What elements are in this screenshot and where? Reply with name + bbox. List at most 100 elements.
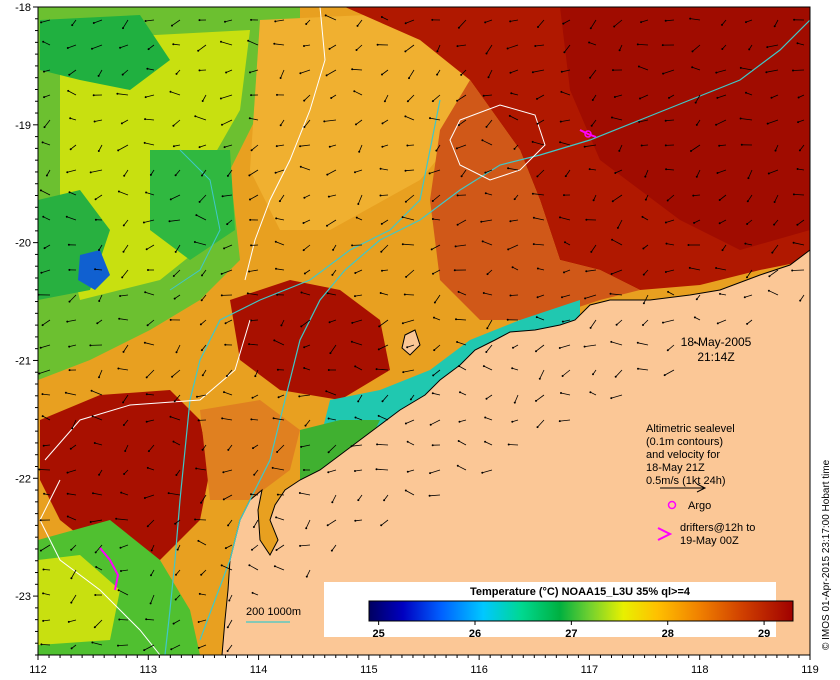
velocity-arrow <box>118 144 129 151</box>
velocity-arrow <box>355 417 363 421</box>
velocity-arrow <box>380 292 389 296</box>
velocity-arrow-head <box>642 302 645 305</box>
velocity-arrow-head <box>404 200 407 203</box>
velocity-arrow <box>221 119 233 126</box>
velocity-arrow-head <box>67 620 70 623</box>
velocity-arrow <box>719 293 727 296</box>
velocity-arrow <box>70 594 77 603</box>
legend-line-3: and velocity for <box>646 449 720 461</box>
velocity-arrow <box>456 94 467 102</box>
velocity-arrow-head <box>276 368 279 371</box>
velocity-arrow <box>117 93 129 96</box>
velocity-arrow <box>279 194 285 202</box>
velocity-arrow-head <box>219 97 222 100</box>
velocity-arrow-head <box>512 346 514 349</box>
velocity-arrow-head <box>641 215 644 218</box>
velocity-arrow-head <box>695 123 698 126</box>
velocity-arrow <box>378 319 389 327</box>
velocity-arrow <box>220 41 233 46</box>
colorbar-tick-label: 26 <box>469 628 481 640</box>
velocity-arrow <box>171 644 181 650</box>
velocity-arrow-head <box>70 548 73 551</box>
velocity-arrow-head <box>227 448 230 451</box>
velocity-arrow-head <box>642 273 645 276</box>
velocity-arrow-head <box>273 565 276 568</box>
velocity-arrow <box>355 269 363 274</box>
velocity-arrow-head <box>355 123 357 126</box>
velocity-arrow <box>118 589 129 596</box>
velocity-arrow-head <box>381 145 384 148</box>
velocity-arrow-head <box>558 347 561 349</box>
velocity-arrow <box>146 244 155 250</box>
velocity-arrow-head <box>248 343 251 346</box>
velocity-arrow <box>327 292 337 296</box>
velocity-arrow-head <box>721 48 724 50</box>
velocity-arrow-head <box>68 345 71 348</box>
velocity-arrow <box>667 194 675 201</box>
velocity-arrow <box>432 369 441 376</box>
velocity-arrow-head <box>248 270 251 273</box>
velocity-arrow <box>198 644 207 649</box>
velocity-arrow <box>662 69 675 74</box>
velocity-arrow <box>382 394 389 402</box>
velocity-arrow <box>195 519 207 521</box>
velocity-arrow <box>196 214 207 221</box>
velocity-arrow <box>639 119 649 123</box>
velocity-arrow-head <box>509 294 512 297</box>
velocity-arrow-head <box>765 71 768 74</box>
velocity-arrow-head <box>511 367 514 370</box>
velocity-arrow-head <box>351 68 354 71</box>
velocity-arrow <box>303 44 311 47</box>
velocity-arrow <box>327 169 337 175</box>
velocity-arrow-head <box>42 444 45 447</box>
velocity-arrow <box>201 344 207 351</box>
velocity-arrow <box>717 94 727 99</box>
velocity-arrow <box>666 243 675 246</box>
velocity-arrow-head <box>277 396 280 399</box>
velocity-arrow <box>121 492 129 496</box>
velocity-arrow-head <box>142 221 145 224</box>
velocity-arrow-head <box>118 618 121 621</box>
velocity-arrow-head <box>97 74 100 77</box>
velocity-arrow-head <box>276 293 279 296</box>
velocity-arrow <box>98 69 103 77</box>
velocity-arrow <box>589 168 597 171</box>
sst-warm-southwest <box>40 390 210 560</box>
velocity-arrow-head <box>117 589 120 592</box>
velocity-arrow-head <box>70 577 73 580</box>
velocity-arrow <box>92 492 103 496</box>
velocity-arrow <box>174 294 181 299</box>
velocity-arrow-head <box>379 194 382 197</box>
velocity-arrow-head <box>90 389 93 392</box>
velocity-arrow-head <box>122 424 125 426</box>
velocity-arrow-head <box>644 175 647 178</box>
velocity-arrow <box>70 544 77 551</box>
velocity-arrow-head <box>432 374 435 377</box>
velocity-arrow <box>692 44 701 52</box>
velocity-arrow-head <box>618 149 621 152</box>
velocity-arrow <box>512 367 519 371</box>
velocity-arrow <box>487 269 493 275</box>
lon-tick-label: 116 <box>470 664 488 676</box>
velocity-arrow <box>482 241 493 246</box>
velocity-arrow-head <box>563 271 565 274</box>
velocity-arrow-head <box>739 117 742 120</box>
velocity-arrow <box>355 519 363 522</box>
velocity-arrow <box>305 519 311 529</box>
velocity-arrow-head <box>379 167 382 170</box>
velocity-arrow <box>43 216 51 221</box>
velocity-arrow-head <box>254 375 257 378</box>
velocity-arrow <box>354 469 363 472</box>
velocity-arrow <box>483 292 493 296</box>
velocity-arrow-head <box>458 365 460 368</box>
velocity-arrow <box>332 269 337 276</box>
velocity-arrow <box>146 369 155 378</box>
velocity-arrow <box>200 494 207 503</box>
velocity-arrow <box>304 344 311 348</box>
velocity-arrow <box>377 444 389 446</box>
velocity-arrow-head <box>298 395 301 398</box>
velocity-arrow-head <box>144 118 147 121</box>
velocity-arrow <box>40 190 51 196</box>
map-date: 18-May-2005 <box>681 335 752 349</box>
velocity-arrow-head <box>792 241 795 244</box>
